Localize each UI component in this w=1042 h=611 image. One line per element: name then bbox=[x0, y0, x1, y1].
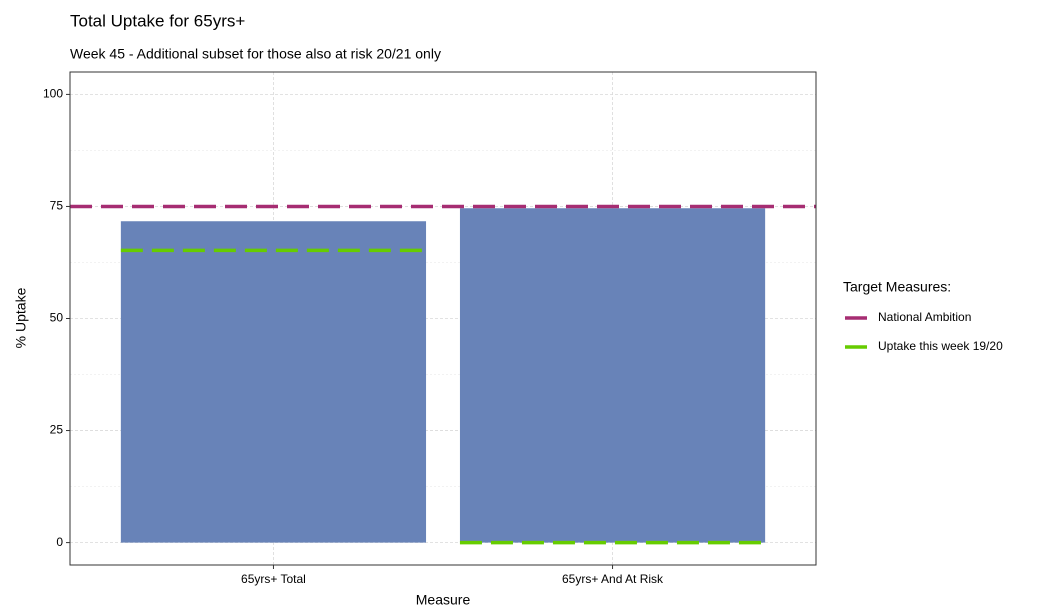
legend-label: Uptake this week 19/20 bbox=[878, 339, 1003, 353]
legend-label: National Ambition bbox=[878, 310, 971, 324]
y-tick-label: 50 bbox=[50, 311, 64, 325]
y-tick-label: 75 bbox=[50, 199, 64, 213]
y-tick-label: 0 bbox=[56, 535, 63, 549]
y-tick-label: 100 bbox=[43, 87, 63, 101]
x-axis-label: Measure bbox=[416, 592, 471, 608]
y-axis-label: % Uptake bbox=[13, 287, 29, 348]
plot-border bbox=[69, 71, 817, 566]
x-tick-label: 65yrs+ And At Risk bbox=[562, 572, 664, 586]
chart-title: Total Uptake for 65yrs+ bbox=[70, 11, 245, 30]
y-tick-label: 25 bbox=[50, 423, 64, 437]
chart-subtitle: Week 45 - Additional subset for those al… bbox=[70, 46, 441, 62]
legend-title: Target Measures: bbox=[843, 279, 951, 295]
x-tick-label: 65yrs+ Total bbox=[241, 572, 306, 586]
bar bbox=[459, 208, 766, 543]
bar bbox=[120, 221, 427, 543]
